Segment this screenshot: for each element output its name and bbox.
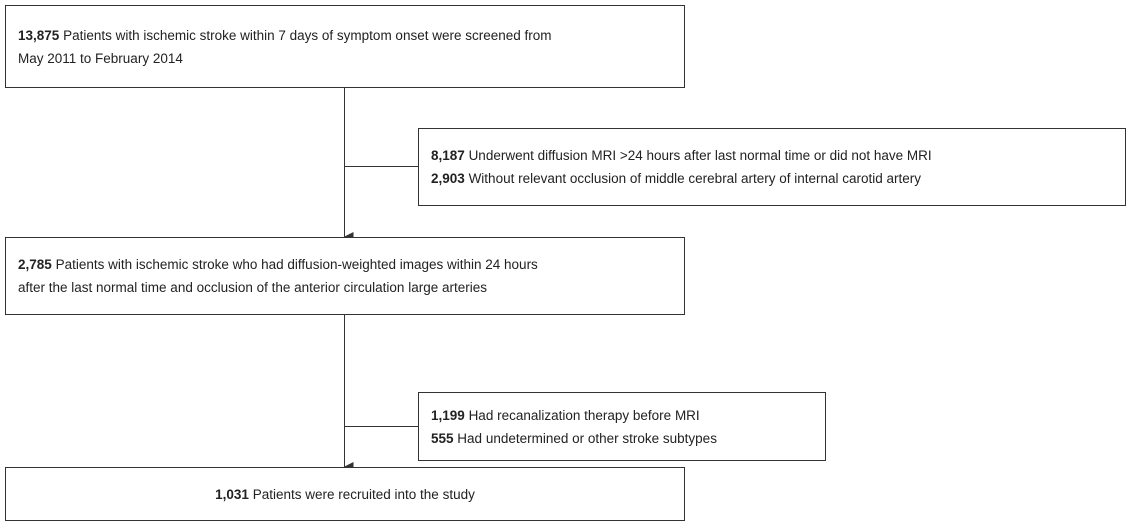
line: 2,785 Patients with ischemic stroke who … — [18, 253, 672, 276]
text: Had recanalization therapy before MRI — [468, 407, 700, 423]
exclusion-box: 1,199 Had recanalization therapy before … — [418, 392, 826, 461]
line: after the last normal time and occlusion… — [18, 276, 672, 299]
text: Patients were recruited into the study — [252, 486, 475, 502]
count: 13,875 — [18, 27, 60, 43]
count: 8,187 — [431, 148, 465, 163]
line: 13,875 Patients with ischemic stroke wit… — [18, 24, 672, 47]
count: 2,903 — [431, 171, 465, 186]
line: 2,903 Without relevant occlusion of midd… — [431, 167, 1113, 190]
count: 555 — [431, 430, 454, 446]
line: 555 Had undetermined or other stroke sub… — [431, 427, 813, 450]
flow-box: 1,031 Patients were recruited into the s… — [5, 467, 685, 521]
line: 1,199 Had recanalization therapy before … — [431, 404, 813, 427]
text: Patients with ischemic stroke who had di… — [55, 257, 538, 272]
count: 1,199 — [431, 407, 465, 423]
count: 1,031 — [215, 486, 249, 502]
text: May 2011 to February 2014 — [18, 50, 183, 66]
text: Underwent diffusion MRI >24 hours after … — [468, 148, 932, 163]
text: Had undetermined or other stroke subtype… — [457, 430, 717, 446]
line: 1,031 Patients were recruited into the s… — [18, 483, 672, 506]
count: 2,785 — [18, 257, 52, 272]
text: Without relevant occlusion of middle cer… — [468, 171, 922, 186]
flow-box: 2,785 Patients with ischemic stroke who … — [5, 237, 685, 315]
flow-box: 13,875 Patients with ischemic stroke wit… — [5, 5, 685, 88]
line: 8,187 Underwent diffusion MRI >24 hours … — [431, 144, 1113, 167]
text: after the last normal time and occlusion… — [18, 280, 487, 295]
line: May 2011 to February 2014 — [18, 47, 672, 70]
text: Patients with ischemic stroke within 7 d… — [63, 27, 552, 43]
exclusion-box: 8,187 Underwent diffusion MRI >24 hours … — [418, 128, 1126, 206]
